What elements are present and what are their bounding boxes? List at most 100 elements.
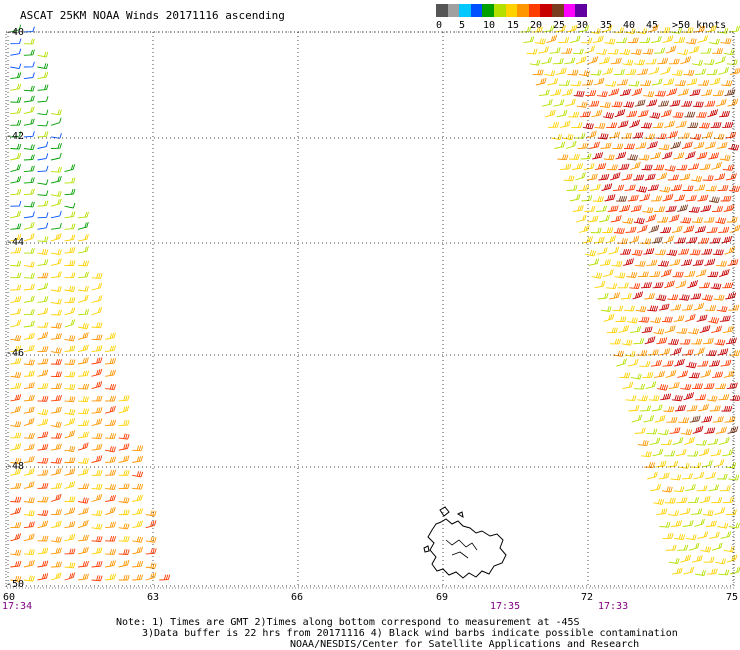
wind-barb (535, 77, 547, 86)
wind-barb (702, 175, 714, 182)
wind-barb (680, 217, 692, 224)
wind-barb (10, 357, 22, 365)
wind-barb (596, 91, 608, 98)
wind-barb (623, 143, 635, 150)
wind-barb (709, 405, 721, 412)
wind-barb (50, 421, 62, 428)
wind-barb (105, 573, 117, 581)
colorbar-label: 0 (436, 20, 443, 31)
wind-barb (626, 271, 638, 278)
wind-barb (713, 459, 725, 468)
wind-barb (685, 38, 697, 45)
wind-barb (691, 555, 703, 563)
wind-barb (640, 122, 652, 129)
wind-barb (722, 449, 734, 457)
wind-barb (543, 25, 555, 33)
wind-barb (105, 506, 116, 516)
wind-barb (661, 151, 673, 160)
wind-barb (10, 164, 22, 173)
wind-barb (37, 51, 49, 58)
wind-barb (660, 269, 672, 278)
lon-label-60: 60 (3, 592, 16, 603)
wind-barb (653, 328, 665, 335)
wind-barb (589, 183, 601, 191)
wind-barb (10, 200, 22, 207)
wind-barb (10, 272, 22, 279)
wind-barb (597, 133, 609, 140)
wind-barb (78, 431, 89, 439)
wind-barb (720, 531, 732, 539)
colorbar-label: 20 (530, 20, 543, 31)
wind-barb (727, 259, 739, 266)
wind-barb (684, 436, 695, 446)
wind-barb (623, 305, 635, 312)
colorbar-swatch (563, 4, 576, 17)
wind-barb (118, 497, 130, 504)
wind-barb (592, 35, 604, 44)
wind-barb (538, 89, 550, 97)
wind-barb (701, 89, 713, 97)
wind-barb (654, 249, 666, 256)
wind-barb (91, 547, 103, 555)
wind-barb (688, 206, 700, 213)
wind-barb (604, 38, 616, 45)
lon-label-69: 69 (436, 592, 449, 603)
wind-barb (546, 34, 558, 44)
wind-barb (716, 141, 728, 149)
wind-barb (10, 319, 22, 328)
wind-barb (37, 443, 49, 451)
wind-barb (616, 238, 628, 245)
wind-barb (643, 415, 655, 423)
wind-barb (675, 120, 687, 128)
wind-barb (565, 140, 577, 149)
wind-barb (23, 332, 35, 340)
wind-barb (78, 546, 89, 555)
wind-barb (577, 142, 589, 149)
wind-barb (693, 471, 705, 480)
colorbar-label: 5 (459, 20, 466, 31)
wind-barb (684, 270, 696, 278)
wind-barb (23, 261, 35, 268)
wind-barb (674, 194, 686, 202)
wind-barb (660, 109, 672, 118)
wind-barb (105, 395, 117, 402)
wind-barb (37, 109, 49, 116)
wind-barb (580, 153, 592, 160)
wind-barb (674, 404, 686, 412)
wind-barb (64, 223, 76, 230)
wind-barb (717, 185, 729, 191)
wind-barb (78, 357, 89, 365)
wind-barb (10, 468, 22, 476)
wind-barb (712, 90, 724, 97)
wind-barb (603, 112, 614, 119)
wind-barb (699, 163, 711, 170)
wind-barb (78, 457, 89, 464)
wind-barb (723, 370, 735, 378)
wind-barb (641, 164, 653, 171)
wind-barb (626, 110, 638, 118)
wind-barb (10, 457, 22, 464)
wind-barb (669, 427, 681, 434)
wind-barb (64, 359, 76, 366)
wind-barb (37, 120, 49, 127)
wind-barb (132, 560, 144, 568)
wind-barb (696, 151, 708, 160)
wind-barb (687, 280, 698, 289)
wind-barb (105, 560, 116, 568)
wind-barb (662, 533, 674, 539)
wind-barb (647, 471, 658, 480)
wind-barb (91, 575, 103, 582)
wind-barb (23, 201, 35, 208)
wind-barb (702, 509, 714, 516)
wind-barb (677, 204, 689, 212)
wind-barb (605, 80, 617, 87)
wind-barb (657, 216, 669, 223)
wind-barb (708, 316, 720, 324)
wind-barb (132, 471, 144, 478)
wind-barb (678, 248, 690, 255)
wind-barb (118, 535, 130, 542)
wind-barb (563, 175, 575, 182)
wind-barb (684, 111, 696, 118)
wind-barb (703, 383, 715, 390)
